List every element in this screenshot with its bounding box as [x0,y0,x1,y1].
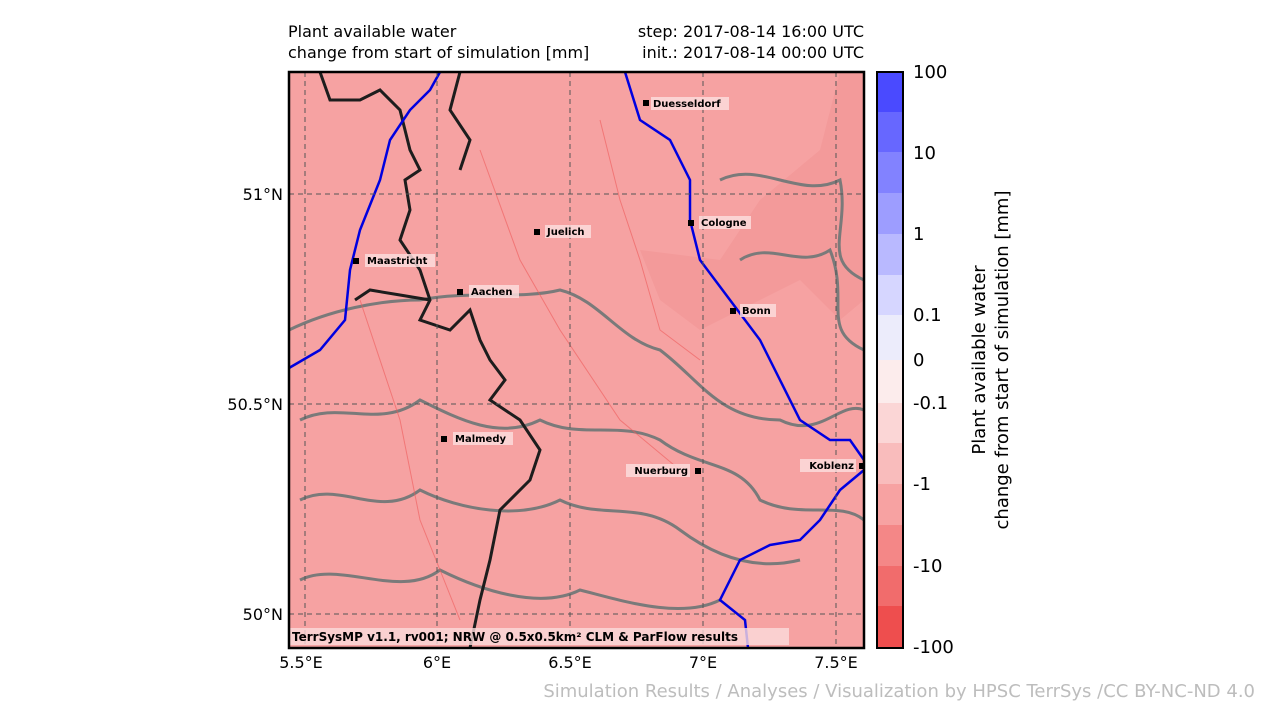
city-marker [859,463,865,469]
colorbar-tick: 100 [913,62,947,83]
city-marker [688,220,694,226]
city-marker [441,436,447,442]
city-marker [643,100,649,106]
lat-label: 50.5°N [227,395,283,414]
colorbar-label: change from start of simulation [mm] [992,191,1013,530]
colorbar [876,71,904,649]
colorbar-tick: -100 [913,637,954,658]
colorbar-label: Plant available water [969,265,990,455]
lon-label: 7°E [689,653,717,672]
city-label: Nuerburg [634,466,688,477]
lat-label: 51°N [243,185,283,204]
city-marker [730,308,736,314]
lon-label: 5.5°E [279,653,323,672]
colorbar-tick: -1 [913,474,931,495]
contours [288,172,865,611]
lat-label: 50°N [243,605,283,624]
graticule [289,72,864,648]
colorbar-tick: 0.1 [913,305,942,326]
title-line: Plant available water [288,22,457,41]
title-line: change from start of simulation [mm] [288,43,589,62]
map: Duesseldorf Cologne Juelich Maastricht A… [287,70,866,650]
map-area [640,72,864,330]
colorbar-tick: 0 [913,350,924,371]
city-label: Malmedy [455,434,506,445]
map-frame [287,70,866,650]
colorbar-tick: -0.1 [913,393,948,414]
credit: TerrSysMP v1.1, rv001; NRW @ 0.5x0.5km² … [292,630,738,644]
colorbar-tick: 1 [913,224,924,245]
city-marker [534,229,540,235]
city-label: Aachen [471,287,512,298]
streams [359,119,701,621]
city-label: Bonn [742,306,771,317]
lon-label: 6.5°E [548,653,592,672]
time-line: step: 2017-08-14 16:00 UTC [638,22,864,41]
lon-label: 6°E [423,653,451,672]
city-label: Maastricht [367,256,428,267]
rivers [288,71,866,649]
borders [318,71,542,649]
time-line: init.: 2017-08-14 00:00 UTC [642,43,864,62]
city-label: Cologne [701,218,747,229]
city-label: Juelich [546,227,585,238]
footer: Simulation Results / Analyses / Visualiz… [543,681,1255,702]
colorbar-tick: -10 [913,556,942,577]
city-marker [353,258,359,264]
cities: Duesseldorf Cologne Juelich Maastricht A… [353,97,865,477]
city-marker [695,468,701,474]
city-marker [457,289,463,295]
credit-bg [289,628,789,645]
map-field [289,72,864,648]
colorbar-tick: 10 [913,143,936,164]
city-label: Duesseldorf [653,99,721,110]
city-label: Koblenz [809,461,854,472]
lon-label: 7.5°E [814,653,858,672]
